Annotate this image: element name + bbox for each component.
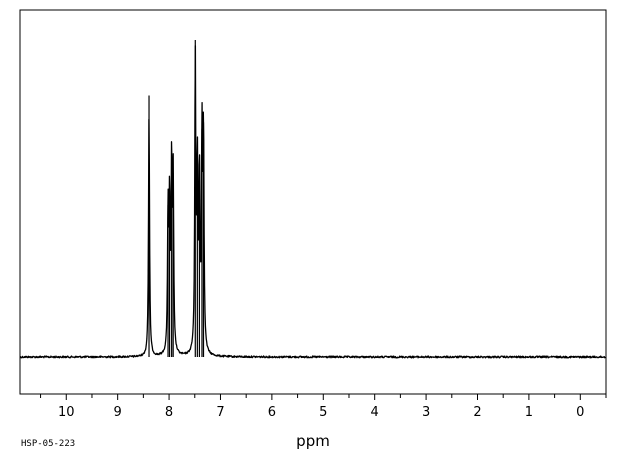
x-axis-tick-labels: 10 9 8 7 6 5 4 3 2 1 0 [58,405,584,420]
x-tick-label: 0 [576,405,584,420]
x-tick-label: 1 [525,405,533,420]
x-tick-label: 9 [114,405,122,420]
x-tick-label: 8 [165,405,173,420]
x-tick-label: 10 [58,405,75,420]
x-axis-ticks [40,394,607,400]
x-axis-title: ppm [296,432,330,450]
plot-frame [19,9,607,395]
x-tick-label: 5 [319,405,327,420]
x-tick-label: 3 [422,405,430,420]
spectrum-trace [19,45,607,359]
x-tick-label: 2 [473,405,481,420]
x-tick-label: 4 [371,405,379,420]
spectrum-code-label: HSP-05-223 [21,439,75,449]
x-tick-label: 6 [268,405,276,420]
x-tick-label: 7 [216,405,224,420]
peak-apexes [148,40,205,357]
